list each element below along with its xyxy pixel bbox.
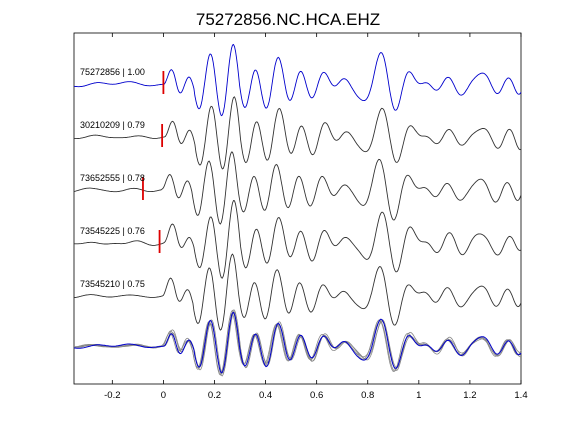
x-tick-label: 1.4	[514, 390, 527, 401]
trace-line	[73, 151, 522, 225]
trace-line	[73, 43, 522, 117]
plot-frame	[73, 32, 522, 385]
pick-markers	[142, 71, 165, 253]
overlay-traces	[73, 309, 522, 377]
overlay-line	[73, 311, 522, 374]
x-axis: -0.2 0 0.2 0.4 0.6 0.8 1 1.2 1.4	[104, 33, 528, 401]
trace-labels: 75272856 | 1.00 30210209 | 0.79 73652555 |…	[80, 67, 145, 289]
x-tick-label: 0.6	[310, 390, 323, 401]
x-tick-label: 0.2	[208, 390, 221, 401]
trace-line	[74, 96, 522, 170]
x-tick-label: 0	[161, 390, 166, 401]
x-tick-label: 0.8	[361, 390, 374, 401]
trace-line	[73, 253, 522, 331]
trace-label: 75272856 | 1.00	[80, 67, 145, 77]
x-tick-label: -0.2	[104, 390, 120, 401]
x-tick-label: 1	[416, 390, 421, 401]
x-tick-label: 0.4	[259, 390, 272, 401]
trace-label: 30210209 | 0.79	[80, 120, 145, 130]
trace-label: 73652555 | 0.78	[80, 173, 145, 183]
trace-group	[73, 43, 522, 331]
x-tick-label: 1.2	[463, 390, 476, 401]
chart-title: 75272856.NC.HCA.EHZ	[196, 10, 380, 29]
trace-line	[73, 199, 522, 279]
trace-label: 73545225 | 0.76	[80, 226, 145, 236]
trace-label: 73545210 | 0.75	[80, 279, 145, 289]
